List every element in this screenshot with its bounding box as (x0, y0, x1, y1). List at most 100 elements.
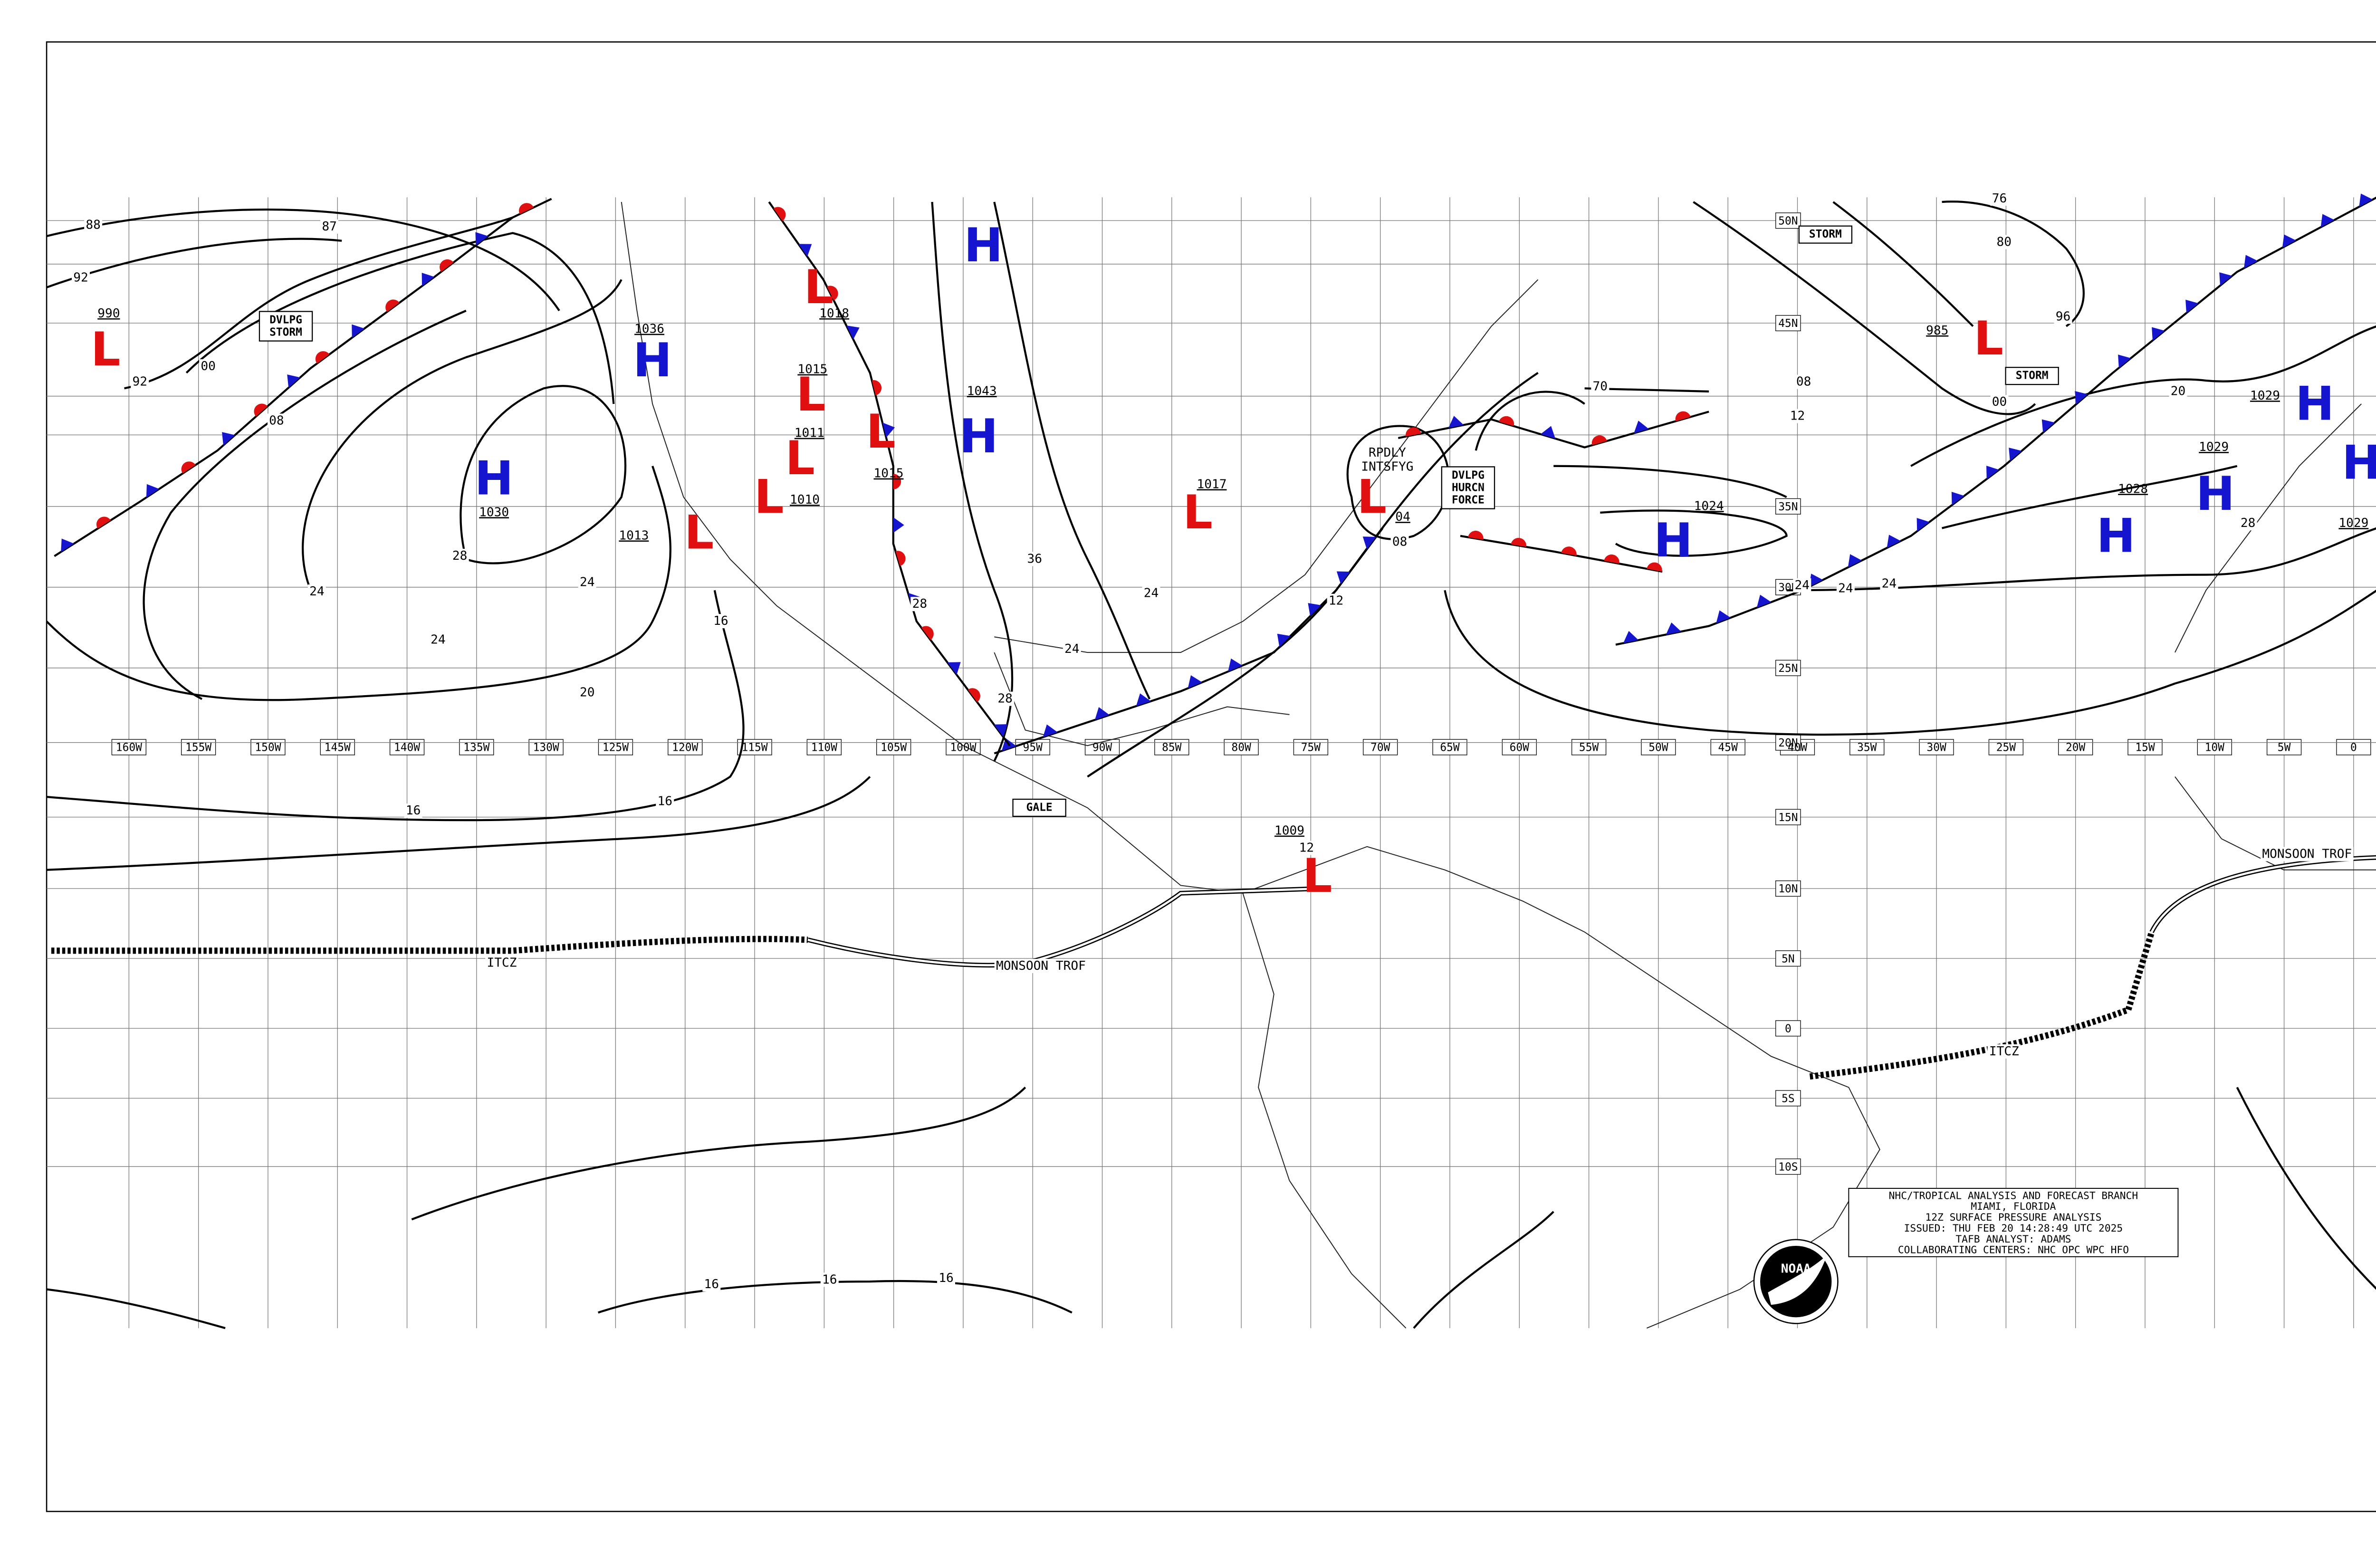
isobars (46, 201, 2376, 1329)
annotation: ITCZ (487, 956, 517, 970)
cold-front-pip (2219, 272, 2232, 286)
isobar-label-bg (820, 1272, 839, 1287)
isobar-label: 08 (269, 413, 284, 428)
low-symbol: L (1357, 470, 1387, 525)
isobar-label: 87 (322, 220, 336, 234)
longitude-label: 30W (1926, 742, 1946, 754)
isobar-label: 12 (1329, 594, 1343, 608)
cold-front-pip (2152, 327, 2165, 341)
cold-front-pip (994, 724, 1007, 737)
lon-label-box (946, 739, 981, 755)
low-pressure: 1015 (874, 467, 904, 481)
low-pressure: 985 (1926, 324, 1948, 338)
cold-front-pip (947, 662, 961, 675)
longitude-label: 65W (1440, 742, 1460, 754)
low-symbol: L (866, 405, 896, 459)
warm-front-pip (968, 688, 980, 702)
lon-label-box (1988, 739, 2024, 755)
cold-front-pip (893, 517, 904, 533)
lon-label-box (528, 739, 564, 755)
cold-front-pip (1277, 633, 1291, 647)
warm-front-pip (1406, 427, 1421, 437)
isobar-label-bg (267, 413, 286, 428)
isobar-label-bg (320, 219, 339, 234)
longitude-label: 125W (603, 742, 629, 754)
latitude-label: 15N (1778, 812, 1798, 824)
longitude-label: 10W (2205, 742, 2225, 754)
longitude-label: 20W (2066, 742, 2086, 754)
isobar-label-bg (1591, 379, 1610, 394)
lat-label-box (1775, 809, 1801, 825)
warm-front-pip (181, 461, 196, 474)
front-line (1398, 411, 1709, 449)
low-pressure: 1013 (619, 528, 649, 543)
longitude-label: 120W (672, 742, 698, 754)
longitude-label: 110W (811, 742, 837, 754)
isobar-label: 16 (406, 803, 421, 818)
warning-box (1012, 798, 1066, 817)
high-pressure: 1024 (1694, 499, 1724, 513)
low-pressure: 1011 (795, 426, 824, 440)
isobar-label-bg (702, 1277, 721, 1292)
lon-label-box (1502, 739, 1537, 755)
lat-label-box (1775, 734, 1801, 751)
annotation: MONSOON TROF (996, 959, 1086, 973)
cold-front-pip (798, 244, 812, 257)
lon-label-box (2336, 739, 2371, 755)
longitude-label: 40W (1788, 742, 1808, 754)
isobar-label-bg (199, 359, 218, 374)
latitude-label: 5N (1782, 953, 1795, 965)
isobar-label: 16 (822, 1272, 837, 1287)
longitude-label: 35W (1857, 742, 1877, 754)
isobar-label-bg (910, 597, 929, 612)
lat-label-box (1775, 950, 1801, 967)
isobar-label: 28 (912, 597, 927, 611)
cold-front-pip (475, 232, 489, 246)
low-symbol: L (1303, 849, 1332, 903)
isobar-label: 80 (1997, 235, 2012, 249)
high-pressure: 1029 (2199, 440, 2229, 454)
isobar-label: 24 (1064, 642, 1079, 656)
annotation: ITCZ (1989, 1044, 2019, 1059)
isobar-label: 76 (1992, 191, 2007, 206)
isobar-label: 28 (2241, 516, 2255, 530)
isobar-label-bg (1794, 374, 1813, 389)
latitude-label: 35N (1778, 501, 1798, 513)
isobar-label-bg (2169, 384, 2187, 399)
lon-label-box (876, 739, 911, 755)
isobar-label: 92 (73, 271, 88, 285)
warm-front-pip (315, 351, 330, 364)
warm-front-pip (872, 380, 882, 396)
lon-label-box (668, 739, 703, 755)
warm-front-pip (921, 626, 934, 640)
cold-front-pip (1634, 421, 1649, 433)
isobar-label: 28 (997, 692, 1012, 706)
longitude-label: 85W (1162, 742, 1182, 754)
warm-front-pip (1561, 546, 1577, 556)
isobar-label: 00 (1992, 395, 2007, 409)
longitude-label: 25W (1996, 742, 2016, 754)
cold-front-pip (2009, 448, 2022, 461)
isobar-label-bg (1025, 552, 1044, 566)
isobar-label-bg (1788, 409, 1807, 423)
longitude-label: 95W (1023, 742, 1043, 754)
high-symbol: H (2097, 509, 2136, 563)
isobar-label: 16 (939, 1271, 953, 1285)
isobar-label: 24 (1882, 577, 1897, 591)
front-line (54, 198, 552, 557)
logo-text: NOAA (1781, 1262, 1811, 1276)
isobar-label-bg (1990, 395, 2009, 410)
high-symbol-extra: H (964, 219, 1003, 273)
high-symbol: H (959, 410, 998, 464)
warning-box (1798, 225, 1853, 244)
isobar-label: 12 (1299, 841, 1314, 855)
longitude-label: 100W (950, 742, 976, 754)
frame (46, 41, 2376, 1512)
isobar-label: 00 (201, 359, 215, 373)
lon-label-box (2127, 739, 2163, 755)
latitude-label: 10S (1778, 1161, 1798, 1173)
isobar-label-bg (2054, 309, 2072, 324)
warm-front-pip (827, 286, 838, 301)
isobar-label: 70 (1593, 380, 1608, 394)
